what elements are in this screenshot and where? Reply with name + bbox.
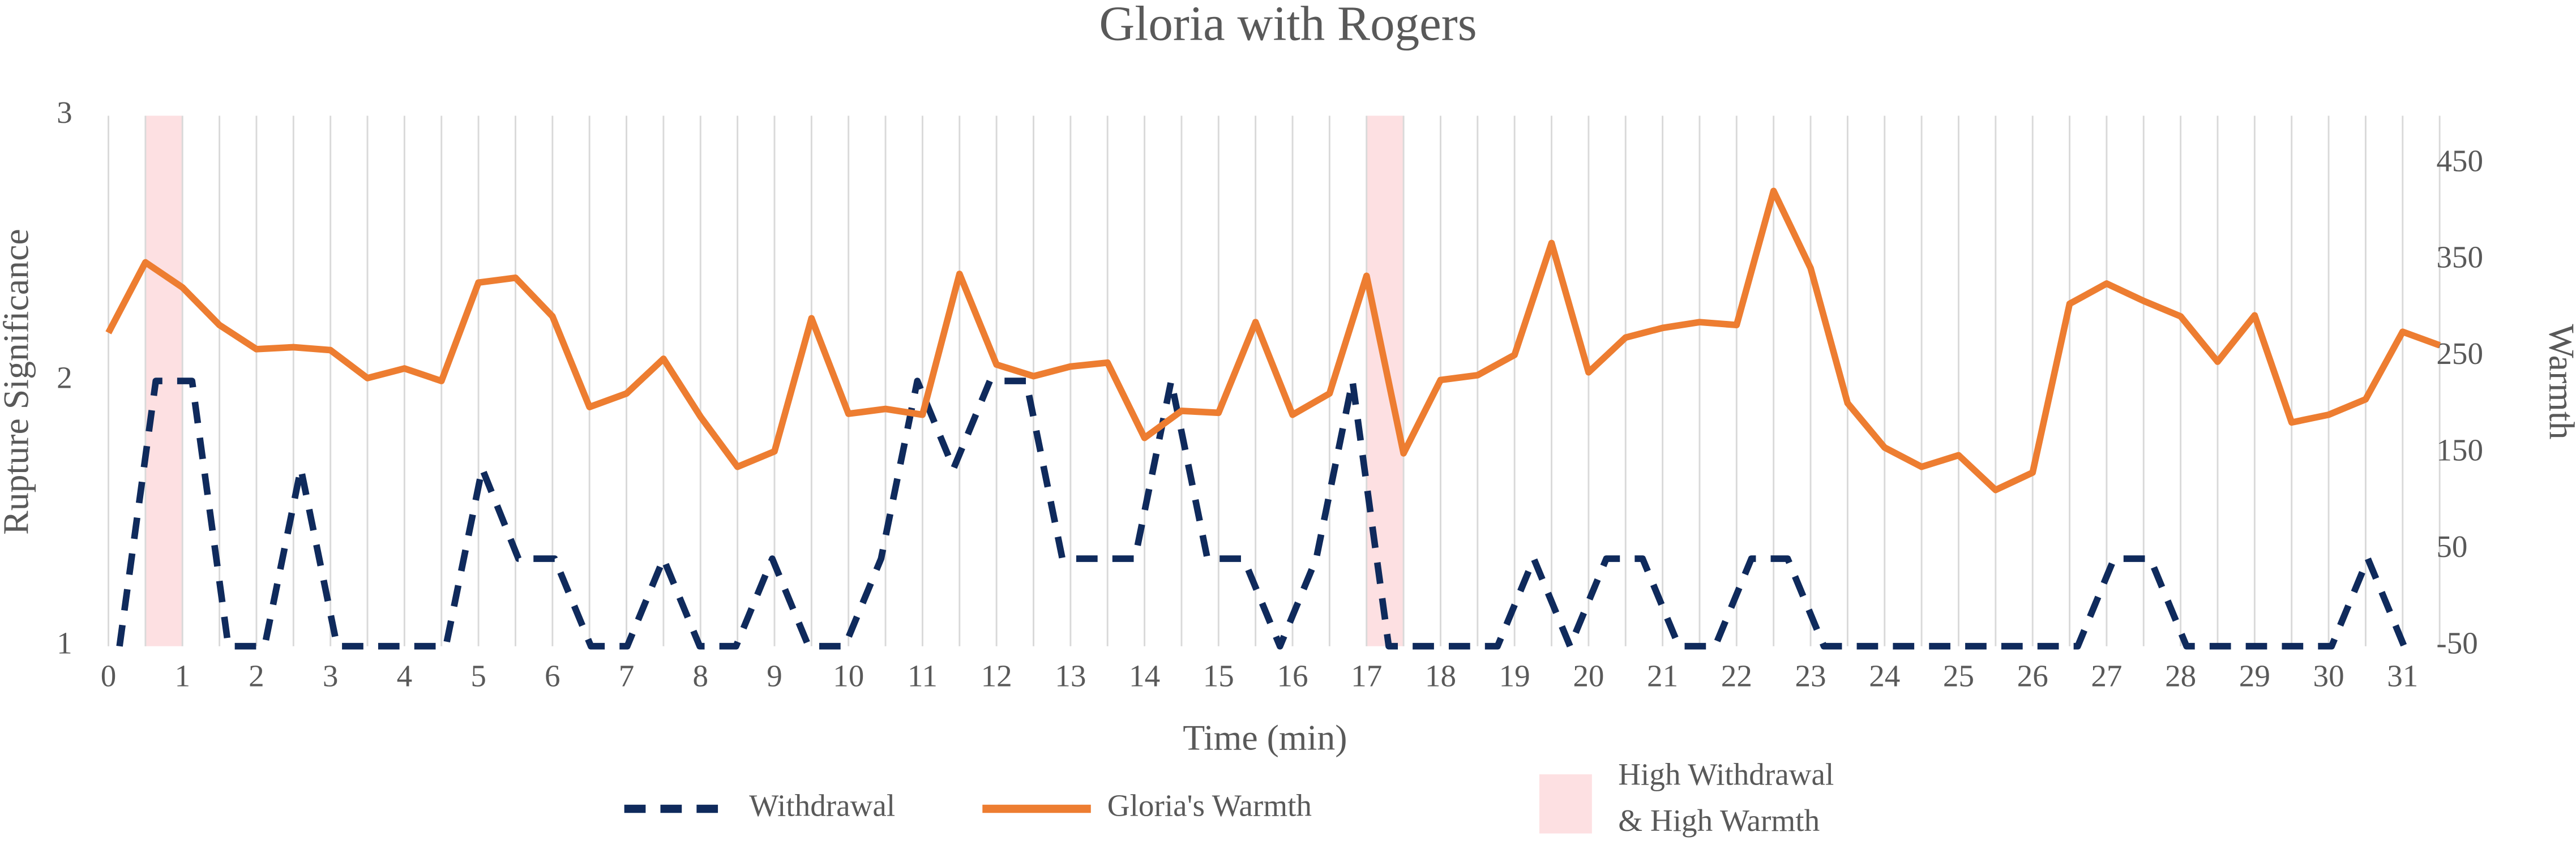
legend-swatch [1539, 774, 1592, 834]
x-tick-label: 30 [2313, 658, 2344, 693]
chart-title: Gloria with Rogers [1099, 0, 1477, 51]
y2-tick-label: -50 [2436, 625, 2477, 660]
y-tick-label: 1 [57, 625, 72, 660]
x-tick-label: 22 [1721, 658, 1752, 693]
x-tick-label: 3 [323, 658, 339, 693]
x-axis-label: Time (min) [1183, 718, 1347, 758]
y-tick-label: 2 [57, 361, 72, 395]
x-tick-label: 11 [908, 658, 938, 693]
x-tick-label: 13 [1055, 658, 1086, 693]
x-tick-label: 24 [1869, 658, 1900, 693]
y2-tick-label: 250 [2436, 336, 2483, 371]
x-tick-label: 29 [2239, 658, 2270, 693]
x-tick-label: 5 [470, 658, 486, 693]
x-tick-label: 1 [174, 658, 190, 693]
x-tick-label: 20 [1573, 658, 1604, 693]
x-tick-label: 23 [1795, 658, 1826, 693]
y2-tick-label: 350 [2436, 240, 2483, 275]
x-tick-label: 2 [249, 658, 264, 693]
x-tick-label: 15 [1203, 658, 1234, 693]
y2-tick-label: 50 [2436, 529, 2467, 564]
legend-label: Withdrawal [749, 788, 895, 823]
x-tick-label: 6 [545, 658, 560, 693]
y2-tick-label: 150 [2436, 433, 2483, 468]
x-tick-label: 9 [767, 658, 782, 693]
x-tick-label: 10 [833, 658, 864, 693]
legend-label: High Withdrawal [1618, 757, 1834, 792]
x-tick-label: 7 [619, 658, 635, 693]
x-tick-label: 8 [692, 658, 708, 693]
legend-label: Gloria's Warmth [1107, 788, 1312, 823]
series-line [116, 378, 2407, 650]
x-tick-label: 12 [981, 658, 1012, 693]
x-tick-label: 0 [101, 658, 117, 693]
x-tick-label: 26 [2017, 658, 2048, 693]
x-tick-label: 31 [2387, 658, 2418, 693]
y-axis-label: Rupture Significance [0, 229, 36, 535]
legend-label: & High Warmth [1618, 803, 1820, 838]
y2-axis-label: Warmth [2541, 324, 2576, 440]
x-tick-label: 14 [1129, 658, 1160, 693]
highlight-band [145, 115, 183, 646]
x-tick-label: 4 [397, 658, 413, 693]
x-tick-label: 16 [1277, 658, 1308, 693]
x-tick-label: 19 [1499, 658, 1530, 693]
x-tick-label: 18 [1425, 658, 1456, 693]
x-tick-label: 25 [1943, 658, 1974, 693]
highlight-band [1366, 115, 1404, 646]
y2-tick-label: 450 [2436, 143, 2483, 178]
x-tick-label: 28 [2165, 658, 2196, 693]
x-tick-label: 27 [2091, 658, 2122, 693]
y-tick-label: 3 [57, 95, 72, 130]
series-line [105, 187, 2441, 494]
x-tick-label: 21 [1647, 658, 1678, 693]
x-tick-label: 17 [1351, 658, 1382, 693]
